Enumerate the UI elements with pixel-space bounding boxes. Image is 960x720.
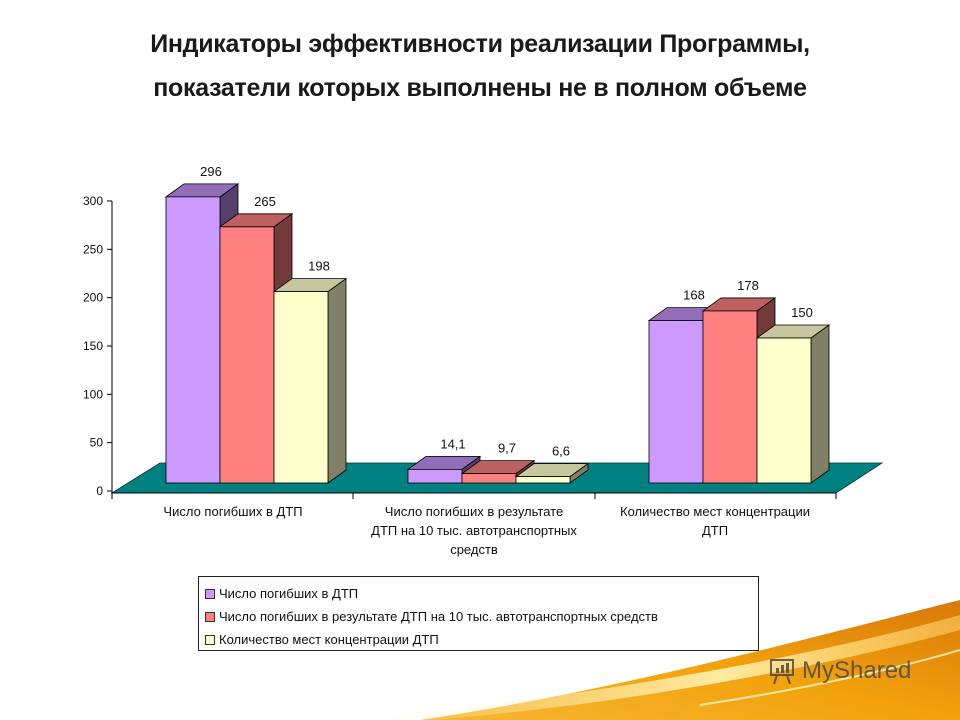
data-label: 178 (737, 278, 759, 293)
bar: 198 (272, 259, 348, 484)
category-label: средств (450, 542, 498, 557)
data-label: 6,6 (552, 444, 570, 459)
legend-item: Число погибших в ДТП (199, 582, 758, 605)
title-line-2: показатели которых выполнены не в полном… (153, 74, 807, 102)
category-label: ДТП (702, 523, 728, 538)
legend-label: Число погибших в ДТП (219, 586, 359, 601)
footer-swoosh (360, 600, 960, 720)
y-tick-label: 100 (83, 387, 103, 401)
category-label: Число погибших в ДТП (163, 504, 302, 519)
bar: 6,6 (514, 444, 590, 484)
data-label: 9,7 (498, 441, 516, 456)
y-tick-label: 50 (90, 436, 104, 450)
data-label: 265 (254, 194, 276, 209)
legend-swatch-series1 (205, 588, 215, 599)
title-line-1: Индикаторы эффективности реализации Прог… (150, 30, 810, 58)
presentation-board-icon (770, 659, 794, 685)
legend-label: Количество мест концентрации ДТП (219, 632, 439, 647)
category-label: Число погибших в результате (385, 504, 563, 519)
legend-label: Число погибших в результате ДТП на 10 ты… (219, 609, 658, 624)
category-label: ДТП на 10 тыс. автотранспортных (371, 523, 577, 538)
x-axis (111, 492, 837, 499)
data-label: 168 (683, 288, 705, 303)
watermark-text: MyShared (802, 657, 912, 684)
data-label: 14,1 (440, 436, 465, 451)
bar: 150 (755, 305, 831, 484)
y-axis: 0 50 100 150 200 250 300 (83, 194, 113, 498)
y-tick-label: 200 (83, 291, 103, 305)
x-axis-labels: Число погибших в ДТП Число погибших в рез… (163, 504, 810, 557)
y-tick-label: 250 (83, 242, 103, 256)
bars: 296 265 198 14,1 9,7 6,6 168 178 150 (164, 164, 831, 484)
legend-item: Количество мест концентрации ДТП (199, 628, 758, 651)
chart-legend: Число погибших в ДТП Число погибших в ре… (198, 576, 759, 651)
y-tick-label: 150 (83, 339, 103, 353)
legend-swatch-series3 (205, 634, 215, 645)
legend-item: Число погибших в результате ДТП на 10 ты… (199, 605, 758, 628)
legend-swatch-series2 (205, 611, 215, 622)
data-label: 150 (791, 305, 813, 320)
category-label: Количество мест концентрации (620, 504, 810, 519)
data-label: 198 (308, 259, 330, 274)
y-tick-label: 300 (83, 194, 103, 208)
y-tick-label: 0 (96, 484, 103, 498)
data-label: 296 (200, 164, 222, 179)
watermark: MyShared (768, 656, 911, 686)
slide-title: Индикаторы эффективности реализации Прог… (0, 22, 960, 110)
